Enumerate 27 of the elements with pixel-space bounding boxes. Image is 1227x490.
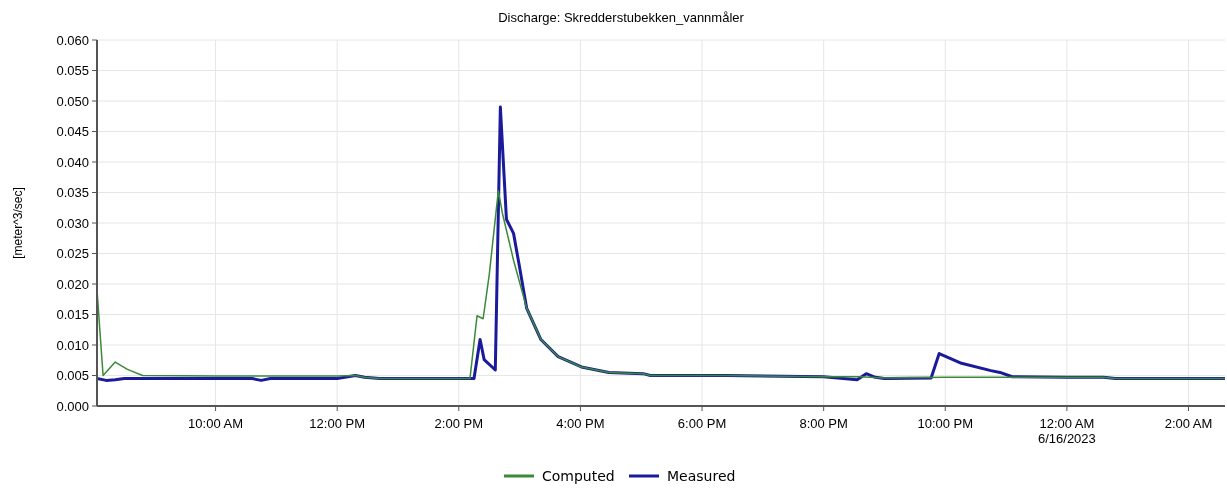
y-axis-title: [meter^3/sec] <box>11 187 25 259</box>
x-tick-label: 12:00 PM <box>309 416 366 431</box>
chart-title: Discharge: Skredderstubekken_vannmåler <box>498 10 745 25</box>
x-tick-label: 4:00 PM <box>556 416 605 431</box>
x-tick-label: 8:00 PM <box>799 416 848 431</box>
x-tick-label: 10:00 AM <box>188 416 244 431</box>
legend-label: Measured <box>667 467 736 484</box>
y-tick-label: 0.045 <box>56 124 89 140</box>
x-tick-label: 2:00 PM <box>434 416 484 431</box>
x-tick-label: 12:00 AM 6/16/2023 <box>1037 416 1096 446</box>
y-tick-label: 0.035 <box>56 185 89 201</box>
y-tick-label: 0.005 <box>56 368 89 384</box>
y-tick-label: 0.025 <box>56 246 89 262</box>
y-tick-label: 0.015 <box>56 307 89 323</box>
y-tick-label: 0.060 <box>56 32 89 48</box>
x-tick-label: 10:00 PM <box>917 416 974 431</box>
x-tick-label: 2:00 AM <box>1164 416 1213 431</box>
y-tick-label: 0.030 <box>56 215 89 231</box>
y-tick-label: 0.010 <box>56 337 89 353</box>
line-series <box>96 189 1226 380</box>
y-tick-label: 0.050 <box>56 93 89 109</box>
y-tick-label: 0.040 <box>56 154 89 170</box>
y-tick-label: 0.000 <box>56 398 89 414</box>
x-tick-label: 6:00 PM <box>677 416 727 431</box>
y-tick-label: 0.055 <box>56 63 89 79</box>
legend-label: Computed <box>542 467 615 484</box>
y-tick-label: 0.020 <box>56 276 89 292</box>
